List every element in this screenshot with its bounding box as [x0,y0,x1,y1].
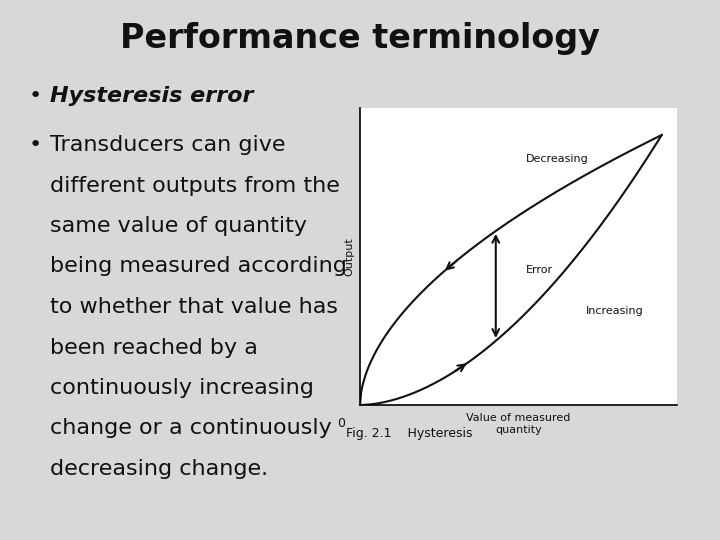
Text: continuously increasing: continuously increasing [50,378,314,398]
Text: different outputs from the: different outputs from the [50,176,341,195]
Text: Error: Error [526,265,553,275]
Text: decreasing change.: decreasing change. [50,459,269,479]
Text: being measured according: being measured according [50,256,347,276]
Text: Performance terminology: Performance terminology [120,22,600,55]
Text: been reached by a: been reached by a [50,338,258,357]
Y-axis label: Output: Output [344,237,354,276]
Text: change or a continuously: change or a continuously [50,418,332,438]
Text: •: • [29,135,42,155]
Text: same value of quantity: same value of quantity [50,216,307,236]
Text: Transducers can give: Transducers can give [50,135,286,155]
Text: •: • [29,86,42,106]
Text: 0: 0 [337,417,345,430]
Text: to whether that value has: to whether that value has [50,297,338,317]
Text: Decreasing: Decreasing [526,154,589,164]
X-axis label: Value of measured
quantity: Value of measured quantity [467,413,570,435]
Text: Fig. 2.1    Hysteresis: Fig. 2.1 Hysteresis [346,427,472,440]
Text: Increasing: Increasing [586,306,644,315]
Text: Hysteresis error: Hysteresis error [50,86,254,106]
